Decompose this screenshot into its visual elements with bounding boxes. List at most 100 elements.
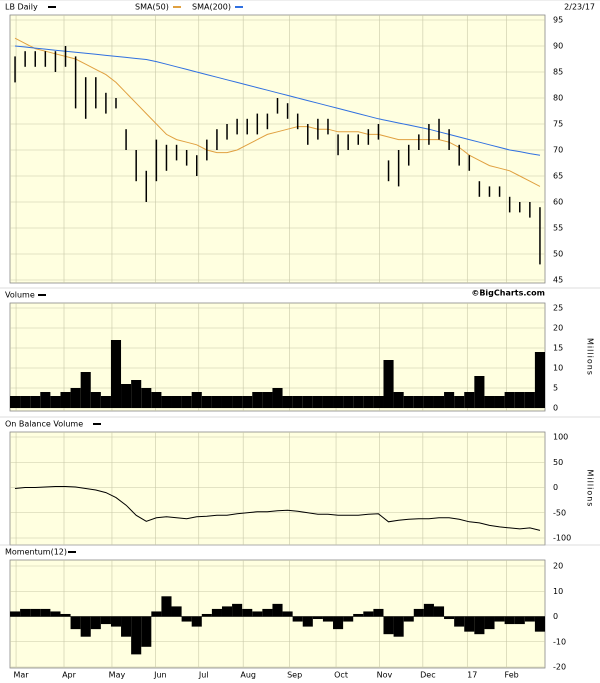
legend-swatch — [235, 6, 243, 8]
volume-bar — [30, 396, 41, 408]
momentum-bar — [262, 608, 273, 617]
volume-bar — [262, 392, 273, 408]
y-tick-label: 55 — [553, 224, 563, 233]
volume-bar — [242, 396, 253, 408]
momentum-bar — [242, 608, 253, 617]
legend-swatch — [93, 423, 101, 425]
volume-bar — [40, 392, 51, 408]
momentum-bar — [403, 616, 414, 622]
legend-swatch — [173, 6, 181, 8]
momentum-bar — [322, 616, 334, 622]
legend-swatch — [68, 551, 76, 553]
momentum-bar — [141, 616, 152, 647]
volume-bar — [423, 396, 434, 408]
momentum-bar — [484, 616, 495, 630]
volume-bar — [333, 396, 344, 408]
sma-line — [14, 37, 541, 187]
momentum-bar — [474, 616, 485, 635]
y-tick-label: 15 — [553, 344, 563, 353]
legend-swatch — [38, 294, 46, 296]
momentum-bar — [40, 608, 51, 617]
momentum-bar — [504, 616, 515, 625]
momentum-bar — [444, 616, 455, 620]
momentum-bar — [80, 616, 91, 637]
volume-bar — [514, 392, 525, 408]
momentum-bar — [282, 611, 293, 617]
momentum-bar — [353, 613, 364, 617]
momentum-bar — [191, 616, 202, 627]
chart-date: 2/23/17 — [564, 3, 595, 12]
momentum-bar — [20, 608, 31, 617]
y-tick-label: -20 — [553, 663, 566, 672]
volume-bar — [161, 396, 172, 408]
y-tick-label: 75 — [553, 120, 563, 129]
obv-line — [14, 486, 541, 531]
panel-title: LB Daily — [5, 3, 38, 12]
x-tick-label: Mar — [14, 671, 30, 680]
volume-bar — [221, 396, 233, 408]
momentum-bar — [363, 611, 374, 617]
volume-bar — [534, 352, 545, 408]
panel-title: On Balance Volume — [5, 420, 83, 429]
y-tick-label: 95 — [553, 16, 563, 25]
volume-bar — [464, 392, 475, 408]
x-tick-label: Nov — [377, 671, 393, 680]
volume-bar — [413, 396, 424, 408]
momentum-bar — [232, 603, 243, 617]
volume-bar — [282, 396, 293, 408]
volume-bar — [181, 396, 192, 408]
volume-bar — [151, 392, 162, 408]
y-axis-label: Millions — [586, 338, 595, 376]
volume-bar — [110, 340, 122, 408]
volume-bar — [373, 396, 384, 408]
momentum-bar — [433, 606, 445, 617]
momentum-bar — [171, 606, 182, 617]
momentum-bar — [211, 608, 222, 617]
momentum-bar — [252, 611, 263, 617]
volume-bar — [363, 396, 374, 408]
x-tick-label: Jun — [153, 671, 167, 680]
momentum-bar — [464, 616, 475, 632]
volume-bar — [484, 396, 495, 408]
y-tick-label: 60 — [553, 198, 563, 207]
volume-bar — [252, 392, 263, 408]
y-tick-label: 10 — [553, 587, 563, 596]
volume-bar — [70, 388, 81, 408]
momentum-bar — [161, 596, 172, 617]
volume-bar — [343, 396, 354, 408]
legend-swatch — [48, 6, 56, 8]
momentum-bar — [221, 606, 233, 617]
y-tick-label: -10 — [553, 637, 566, 646]
momentum-bar — [151, 611, 162, 617]
momentum-bar — [393, 616, 404, 637]
momentum-bar — [121, 616, 132, 637]
momentum-bar — [413, 608, 424, 617]
y-tick-label: 50 — [553, 250, 563, 259]
momentum-bar — [50, 611, 61, 617]
volume-bar — [10, 396, 21, 408]
momentum-bar — [131, 616, 142, 655]
momentum-bar — [272, 603, 283, 617]
momentum-bar — [333, 616, 344, 630]
volume-bar — [131, 380, 142, 408]
y-tick-label: 20 — [553, 562, 563, 571]
sma-line — [14, 45, 541, 156]
panel-title: Momentum(12) — [5, 548, 67, 557]
x-tick-label: Aug — [240, 671, 256, 680]
x-tick-label: May — [109, 671, 126, 680]
volume-bar — [393, 392, 404, 408]
momentum-bar — [100, 616, 111, 625]
y-axis-label: Millions — [586, 470, 595, 508]
volume-bar — [272, 388, 283, 408]
chart-source: ©BigCharts.com — [471, 289, 545, 298]
y-tick-label: 100 — [553, 433, 568, 442]
volume-bar — [403, 396, 414, 408]
momentum-bar — [343, 616, 354, 622]
x-tick-label: Dec — [420, 671, 435, 680]
x-tick-label: Feb — [505, 671, 519, 680]
x-tick-label: Sep — [287, 671, 302, 680]
volume-bar — [201, 396, 212, 408]
y-tick-label: 50 — [553, 458, 563, 467]
y-tick-label: 45 — [553, 276, 563, 285]
